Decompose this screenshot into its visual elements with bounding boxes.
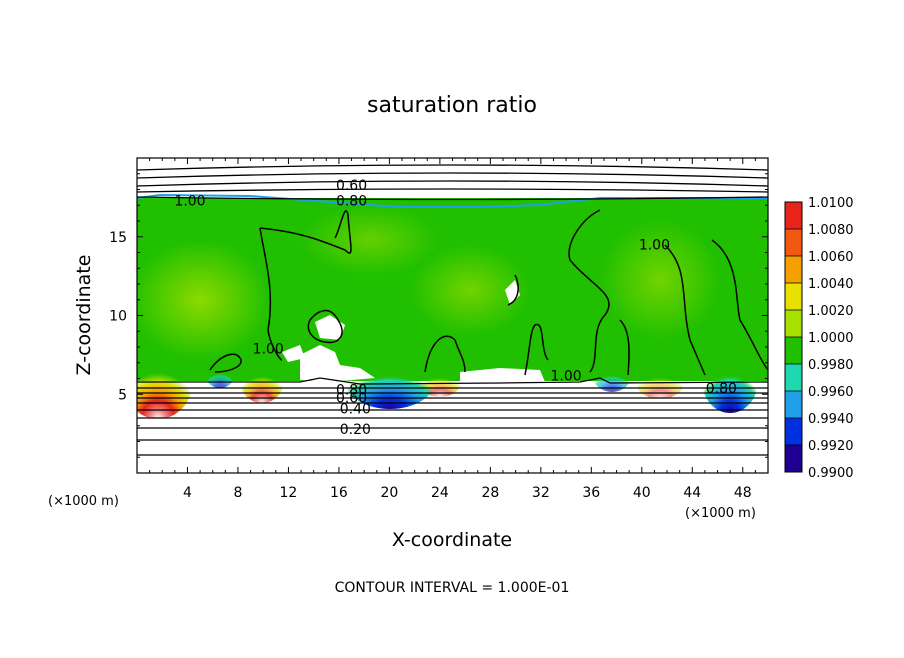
colorbar-label: 0.9940 <box>808 412 854 427</box>
field-clear-patch <box>300 345 375 382</box>
lower-contours <box>137 377 768 456</box>
x-tick-label: 40 <box>633 485 651 501</box>
colorbar-swatch <box>785 364 802 391</box>
x-tick-label: 20 <box>380 485 398 501</box>
field-warm-patch <box>410 245 530 335</box>
contour-label: 0.60 <box>336 390 367 406</box>
colorbar-label: 1.0100 <box>808 196 854 211</box>
contour-label: 1.00 <box>253 342 284 358</box>
colorbar-label: 0.9920 <box>808 439 854 454</box>
field-clear-patch <box>315 315 345 340</box>
colorbar-swatch <box>785 256 802 283</box>
colorbar-swatch <box>785 445 802 472</box>
x-axis-unit: (×1000 m) <box>685 506 756 521</box>
x-tick-label: 28 <box>481 485 499 501</box>
x-axis: 4 8 12 16 20 24 28 32 36 40 44 48 <box>149 158 756 501</box>
chart-title: saturation ratio <box>367 93 537 118</box>
colorbar-label: 0.9960 <box>808 385 854 400</box>
contour-labels: 0.600.801.001.001.001.000.800.800.600.40… <box>174 178 737 438</box>
field-coldspot <box>702 349 758 413</box>
y-axis: 5 10 15 <box>109 173 768 458</box>
contour-label: 1.00 <box>550 368 581 384</box>
field-warm-patch <box>300 205 440 275</box>
x-tick-label: 36 <box>582 485 600 501</box>
colorbar-label: 1.0060 <box>808 250 854 265</box>
contour-label: 0.40 <box>340 401 371 417</box>
colorbar-label: 1.0080 <box>808 223 854 238</box>
contour-label: 1.00 <box>639 238 670 254</box>
y-tick-label: 5 <box>118 387 127 403</box>
contour-label: 1.00 <box>174 194 205 210</box>
upper-contours <box>137 164 768 201</box>
x-tick-label: 44 <box>683 485 701 501</box>
colorbar-label: 1.0040 <box>808 277 854 292</box>
colorbar-swatch <box>785 418 802 445</box>
colorbar-swatch <box>785 283 802 310</box>
x-tick-label: 48 <box>734 485 752 501</box>
field-clear-patch <box>460 368 545 382</box>
x-axis-label: X-coordinate <box>392 529 512 551</box>
colorbar-swatch <box>785 310 802 337</box>
colorbar-label: 0.9980 <box>808 358 854 373</box>
y-tick-label: 15 <box>109 230 127 246</box>
field-clear-patch <box>282 345 305 362</box>
cloud-contours <box>209 209 768 376</box>
contour-interval-note: CONTOUR INTERVAL = 1.000E-01 <box>335 580 570 596</box>
field-warm-patch <box>137 240 270 360</box>
y-tick-label: 10 <box>109 309 127 325</box>
field-hotspot <box>635 363 685 399</box>
x-tick-label: 16 <box>330 485 348 501</box>
contour-label: 0.80 <box>706 381 737 397</box>
contour-label: 0.20 <box>340 422 371 438</box>
x-tick-label: 12 <box>280 485 298 501</box>
plot-area: 0.600.801.001.001.001.000.800.800.600.40… <box>137 158 768 473</box>
field-warm-patch <box>600 220 720 340</box>
field-hotspot <box>137 343 193 419</box>
field-coldspot <box>594 364 630 392</box>
colorbar-swatch <box>785 391 802 418</box>
colorbar-label: 1.0020 <box>808 304 854 319</box>
colorbar-swatch <box>785 229 802 256</box>
field-coldspot <box>345 353 435 409</box>
colorbar-label: 0.9900 <box>808 466 854 481</box>
colorbar-label: 1.0000 <box>808 331 854 346</box>
colorbar-swatch <box>785 202 802 229</box>
field-hotspot <box>240 359 284 403</box>
x-tick-label: 24 <box>431 485 449 501</box>
x-tick-label: 32 <box>532 485 550 501</box>
x-tick-label: 4 <box>183 485 192 501</box>
contour-label: 0.80 <box>336 383 367 399</box>
colorbar: 1.0100 1.0080 1.0060 1.0040 1.0020 1.0000 0.99… <box>784 196 854 481</box>
contour-label: 0.60 <box>336 178 367 194</box>
colorbar-swatch <box>785 337 802 364</box>
field-coldspot <box>206 364 234 388</box>
y-axis-label: Z-coordinate <box>73 255 95 376</box>
y-axis-unit: (×1000 m) <box>48 494 119 509</box>
contour-label: 0.80 <box>336 194 367 210</box>
field-top-edge <box>137 193 768 208</box>
x-tick-label: 8 <box>233 485 242 501</box>
